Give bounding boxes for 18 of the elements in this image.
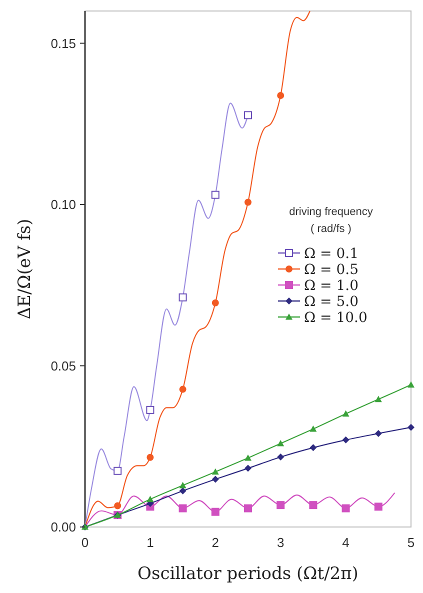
x-tick-label: 0 xyxy=(81,535,89,550)
legend-label: Ω = 10.0 xyxy=(304,310,368,326)
legend-label: Ω = 0.5 xyxy=(304,262,359,278)
y-tick-label: 0.10 xyxy=(50,197,76,212)
legend-title: driving frequency ( rad/fs ) xyxy=(289,206,374,235)
x-tick-label: 5 xyxy=(407,535,415,550)
y-axis-title: ΔE/Ω(eV fs) xyxy=(15,218,35,320)
y-tick-label: 0.05 xyxy=(50,358,76,374)
x-axis-title: Oscillator periods (Ωt/2π) xyxy=(138,564,358,584)
legend-label: Ω = 1.0 xyxy=(304,278,359,294)
y-tick-label: 0.15 xyxy=(50,36,76,51)
legend-label: Ω = 0.1 xyxy=(304,246,359,262)
x-tick-label: 2 xyxy=(212,535,220,550)
legend-label: Ω = 5.0 xyxy=(304,294,359,310)
x-tick-label: 1 xyxy=(146,535,154,550)
x-tick-label: 4 xyxy=(342,535,350,550)
y-tick-label: 0.00 xyxy=(50,520,76,535)
x-tick-label: 3 xyxy=(276,535,284,550)
